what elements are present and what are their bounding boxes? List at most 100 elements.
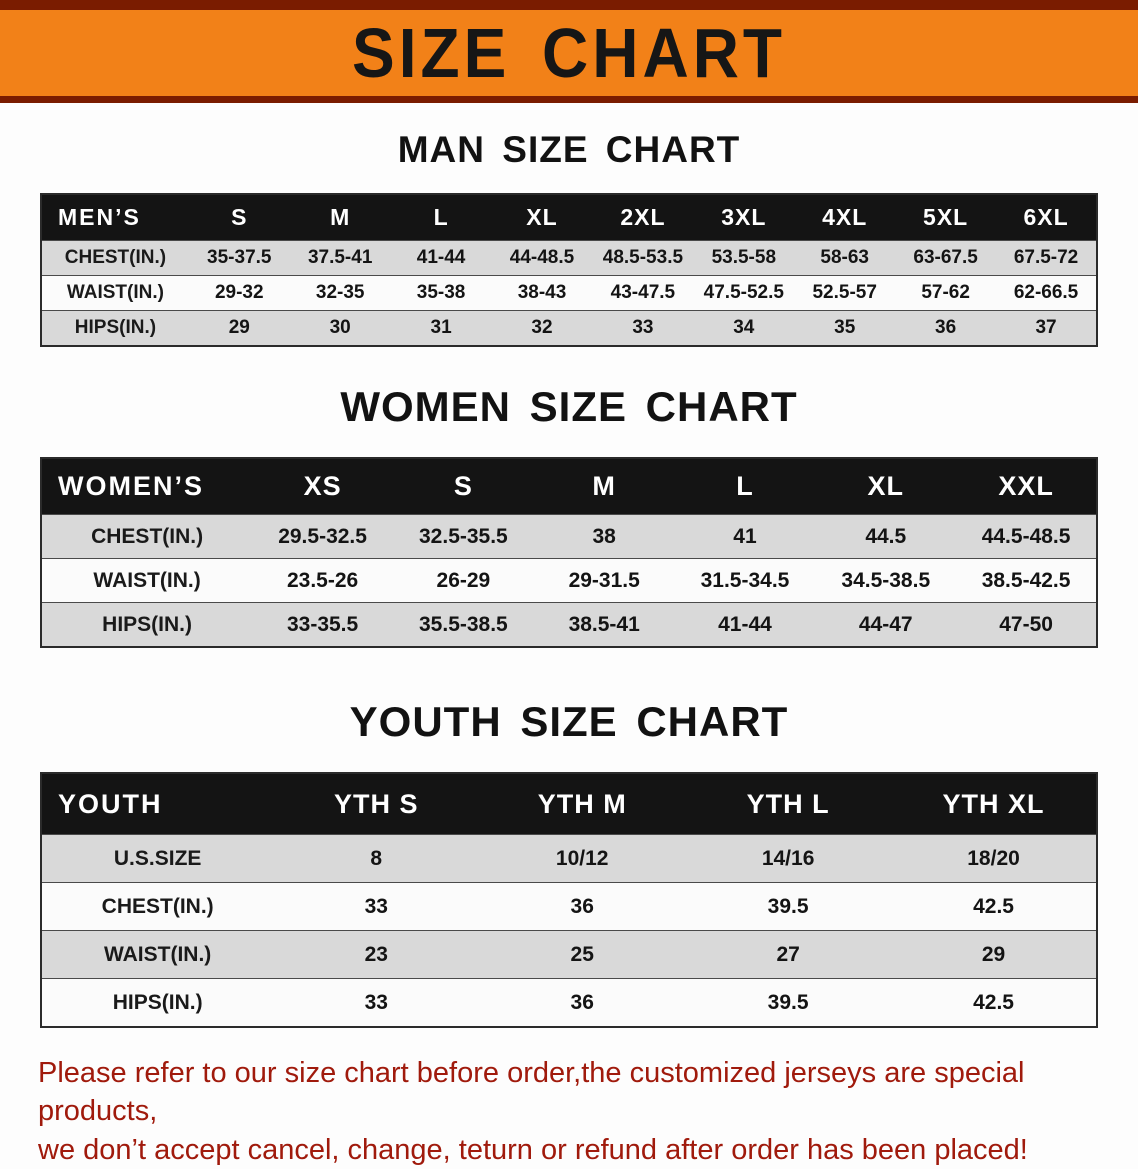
size-value: 32.5-35.5 — [392, 514, 534, 559]
size-value: 26-29 — [392, 558, 534, 603]
size-value: 33-35.5 — [252, 602, 393, 647]
table-row: CHEST(IN.) 29.5-32.5 32.5-35.5 38 41 44.5 44.5… — [41, 514, 1097, 559]
column-header: 5XL — [895, 193, 997, 241]
column-header: M — [533, 457, 675, 515]
size-value: 36 — [479, 978, 686, 1027]
table-row: CHEST(IN.) 33 36 39.5 42.5 — [41, 882, 1097, 931]
size-value: 29-32 — [188, 275, 290, 311]
size-value: 29-31.5 — [533, 558, 675, 603]
table-title-cell: WOMEN’S — [41, 457, 253, 515]
size-value: 44-48.5 — [491, 240, 593, 276]
column-header: M — [289, 193, 391, 241]
size-value: 34 — [693, 310, 795, 346]
men-size-table-holder: MEN’S S M L XL 2XL 3XL 4XL 5XL 6XL CHEST(IN.) 35-37… — [0, 193, 1138, 347]
disclaimer: Please refer to our size chart before or… — [38, 1054, 1100, 1169]
women-size-table-holder: WOMEN’S XS S M L XL XXL CHEST(IN.) 29.5-32.5 32.5… — [0, 457, 1138, 648]
banner: SIZE CHART — [0, 0, 1138, 103]
row-label: WAIST(IN.) — [41, 275, 189, 311]
size-value: 47.5-52.5 — [693, 275, 795, 311]
size-value: 29.5-32.5 — [252, 514, 393, 559]
table-row: WAIST(IN.) 29-32 32-35 35-38 38-43 43-47.5 47.… — [41, 275, 1097, 311]
size-value: 52.5-57 — [794, 275, 896, 311]
size-table: MEN’S S M L XL 2XL 3XL 4XL 5XL 6XL CHEST(IN.) 35-37… — [40, 193, 1098, 347]
size-value: 41 — [674, 514, 816, 559]
women-size-section: WOMEN SIZE CHART WOMEN’S XS S M L XL XXL CHEST(… — [0, 383, 1138, 648]
size-value: 27 — [685, 930, 892, 979]
size-value: 10/12 — [479, 834, 686, 883]
youth-size-section: YOUTH SIZE CHART YOUTH YTH S YTH M YTH L YTH… — [0, 698, 1138, 1028]
column-header: YTH M — [479, 772, 686, 835]
size-value: 14/16 — [685, 834, 892, 883]
table-row: CHEST(IN.) 35-37.5 37.5-41 41-44 44-48.5 48.5… — [41, 240, 1097, 276]
size-value: 23.5-26 — [252, 558, 393, 603]
size-value: 18/20 — [891, 834, 1097, 883]
header-row: MEN’S S M L XL 2XL 3XL 4XL 5XL 6XL — [41, 193, 1097, 241]
disclaimer-line-2: we don’t accept cancel, change, teturn o… — [38, 1133, 1028, 1166]
table-row: HIPS(IN.) 33-35.5 35.5-38.5 38.5-41 41-44 44-… — [41, 602, 1097, 647]
size-value: 38 — [533, 514, 675, 559]
table-row: HIPS(IN.) 29 30 31 32 33 34 35 36 37 — [41, 310, 1097, 346]
size-value: 44.5 — [815, 514, 957, 559]
row-label: HIPS(IN.) — [41, 310, 189, 346]
column-header: 3XL — [693, 193, 795, 241]
size-value: 38.5-41 — [533, 602, 675, 647]
row-label: HIPS(IN.) — [41, 602, 253, 647]
size-value: 36 — [895, 310, 997, 346]
size-value: 29 — [891, 930, 1097, 979]
row-label: WAIST(IN.) — [41, 930, 274, 979]
column-header: 6XL — [996, 193, 1097, 241]
size-value: 34.5-38.5 — [815, 558, 957, 603]
men-section-heading: MAN SIZE CHART — [397, 129, 741, 170]
size-value: 32 — [491, 310, 593, 346]
size-value: 47-50 — [956, 602, 1097, 647]
size-value: 35.5-38.5 — [392, 602, 534, 647]
row-label: HIPS(IN.) — [41, 978, 274, 1027]
column-header: YTH XL — [891, 772, 1097, 835]
size-value: 35-38 — [390, 275, 492, 311]
column-header: L — [674, 457, 816, 515]
size-value: 44-47 — [815, 602, 957, 647]
row-label: CHEST(IN.) — [41, 882, 274, 931]
size-value: 35-37.5 — [188, 240, 290, 276]
size-value: 35 — [794, 310, 896, 346]
size-value: 39.5 — [685, 882, 892, 931]
size-value: 41-44 — [674, 602, 816, 647]
size-table: WOMEN’S XS S M L XL XXL CHEST(IN.) 29.5-32.5 32.5… — [40, 457, 1098, 648]
size-value: 33 — [592, 310, 694, 346]
row-label: CHEST(IN.) — [41, 514, 253, 559]
size-value: 41-44 — [390, 240, 492, 276]
header-row: WOMEN’S XS S M L XL XXL — [41, 457, 1097, 515]
size-value: 37 — [996, 310, 1097, 346]
size-value: 38-43 — [491, 275, 593, 311]
size-value: 33 — [273, 882, 480, 931]
header-row: YOUTH YTH S YTH M YTH L YTH XL — [41, 772, 1097, 835]
size-value: 48.5-53.5 — [592, 240, 694, 276]
size-value: 25 — [479, 930, 686, 979]
size-value: 37.5-41 — [289, 240, 391, 276]
size-value: 43-47.5 — [592, 275, 694, 311]
column-header: YTH L — [685, 772, 892, 835]
column-header: S — [392, 457, 534, 515]
size-value: 42.5 — [891, 978, 1097, 1027]
column-header: XL — [491, 193, 593, 241]
size-value: 32-35 — [289, 275, 391, 311]
column-header: 2XL — [592, 193, 694, 241]
column-header: YTH S — [273, 772, 480, 835]
column-header: XL — [815, 457, 957, 515]
size-value: 31 — [390, 310, 492, 346]
size-table: YOUTH YTH S YTH M YTH L YTH XL U.S.SIZE 8 10/12… — [40, 772, 1098, 1028]
size-value: 67.5-72 — [996, 240, 1097, 276]
size-value: 63-67.5 — [895, 240, 997, 276]
row-label: CHEST(IN.) — [41, 240, 189, 276]
size-value: 62-66.5 — [996, 275, 1097, 311]
table-row: WAIST(IN.) 23.5-26 26-29 29-31.5 31.5-34.5 34… — [41, 558, 1097, 603]
size-value: 42.5 — [891, 882, 1097, 931]
size-value: 33 — [273, 978, 480, 1027]
table-row: WAIST(IN.) 23 25 27 29 — [41, 930, 1097, 979]
men-size-section: MAN SIZE CHART MEN’S S M L XL 2XL 3XL 4XL 5XL 6XL… — [0, 129, 1138, 347]
size-value: 36 — [479, 882, 686, 931]
size-value: 53.5-58 — [693, 240, 795, 276]
size-value: 58-63 — [794, 240, 896, 276]
youth-section-heading: YOUTH SIZE CHART — [349, 698, 789, 745]
table-title-cell: YOUTH — [41, 772, 274, 835]
